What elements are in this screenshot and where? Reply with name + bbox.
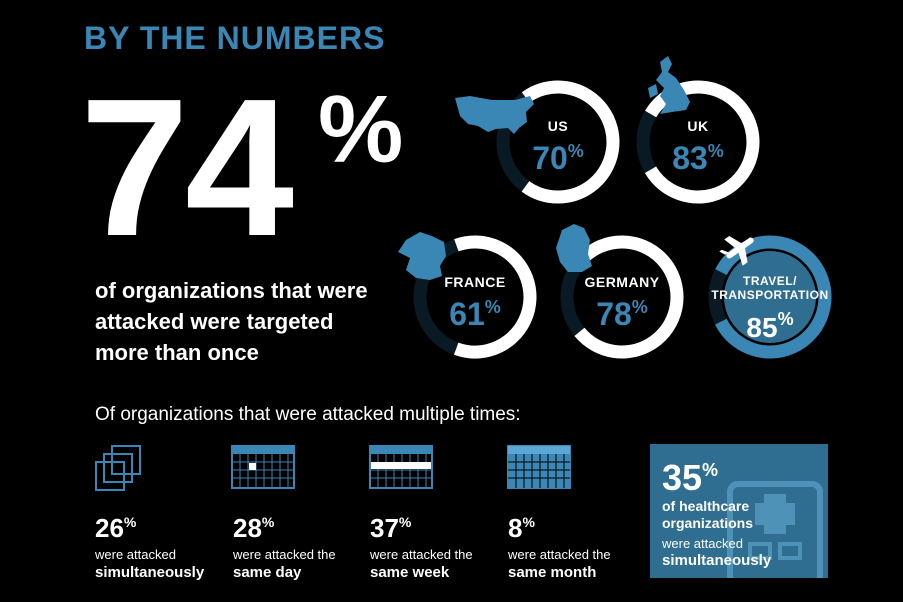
stat-value-unit: % xyxy=(522,514,535,530)
region-france: FRANCE 61% xyxy=(425,274,525,331)
region-label-line: TRAVEL/ xyxy=(743,274,797,288)
stat-value-unit: % xyxy=(398,514,412,530)
calendar-day-icon xyxy=(231,445,295,489)
stat-line2: simultaneously xyxy=(95,564,205,581)
healthcare-line: organizations xyxy=(662,515,754,531)
main-stat-caption-line: of organizations that were xyxy=(95,278,368,303)
region-value: 83% xyxy=(648,134,748,175)
stat-item: 8% were attacked the same month xyxy=(508,508,638,583)
stat-value: 26% xyxy=(95,508,225,542)
region-value-number: 83 xyxy=(672,140,708,176)
ring-fill-france xyxy=(413,235,537,359)
page-title: BY THE NUMBERS xyxy=(84,20,386,56)
region-label: FRANCE xyxy=(444,274,506,290)
stat-line2: same month xyxy=(508,564,597,581)
stat-value: 8% xyxy=(508,508,638,542)
region-value-number: 85 xyxy=(746,312,778,343)
usa-map-icon xyxy=(455,96,534,134)
region-value-number: 61 xyxy=(449,296,485,332)
stat-value-unit: % xyxy=(123,514,137,530)
germany-map-icon xyxy=(556,224,592,272)
region-value-number: 70 xyxy=(532,140,568,176)
stat-value-number: 26 xyxy=(95,513,124,543)
airplane-icon xyxy=(719,236,754,266)
region-value: 61% xyxy=(425,290,525,331)
overlapping-squares-icon xyxy=(95,445,141,491)
stat-value: 28% xyxy=(233,508,363,542)
healthcare-line: were attacked xyxy=(662,536,743,551)
stat-value-number: 8 xyxy=(508,513,523,543)
healthcare-panel: 35% of healthcare organizations were att… xyxy=(650,444,828,578)
calendar-week-icon xyxy=(369,445,433,489)
stat-line1: were attacked xyxy=(95,547,176,562)
stat-line1: were attacked the xyxy=(233,547,336,562)
region-value-unit: % xyxy=(484,297,501,317)
healthcare-line: simultaneously xyxy=(662,552,772,569)
calendar-month-icon xyxy=(507,445,571,489)
ring-fill-uk xyxy=(636,80,760,204)
stat-value-number: 28 xyxy=(233,513,262,543)
region-label: UK xyxy=(687,118,709,134)
stat-line1: were attacked the xyxy=(370,547,473,562)
region-label: US xyxy=(547,118,569,134)
region-value-unit: % xyxy=(631,297,648,317)
region-travel: TRAVEL/ TRANSPORTATION 85% xyxy=(710,274,830,345)
region-value-unit: % xyxy=(777,309,794,329)
region-germany: GERMANY 78% xyxy=(572,274,672,331)
stat-line2: same week xyxy=(370,564,450,581)
stat-item: 37% were attacked the same week xyxy=(370,508,500,583)
region-value-number: 78 xyxy=(596,296,632,332)
region-us: US 70% xyxy=(508,118,608,175)
healthcare-value-unit: % xyxy=(702,460,719,480)
healthcare-value: 35% xyxy=(662,450,822,498)
hospital-icon xyxy=(727,481,823,578)
main-stat-caption-line: attacked were targeted xyxy=(95,309,334,334)
multi-attack-title: Of organizations that were attacked mult… xyxy=(95,404,521,425)
main-stat-unit: % xyxy=(318,76,404,183)
region-value: 70% xyxy=(508,134,608,175)
region-value-unit: % xyxy=(567,141,584,161)
main-stat-value: 74 xyxy=(80,58,294,277)
healthcare-value-number: 35 xyxy=(662,457,703,498)
region-value: 78% xyxy=(572,290,672,331)
region-value-unit: % xyxy=(707,141,724,161)
stat-value: 37% xyxy=(370,508,500,542)
healthcare-text: 35% of healthcare organizations were att… xyxy=(662,450,822,570)
france-map-icon xyxy=(398,232,446,280)
stat-value-number: 37 xyxy=(370,513,399,543)
stat-item: 28% were attacked the same day xyxy=(233,508,363,583)
region-label: GERMANY xyxy=(584,274,660,290)
uk-map-icon xyxy=(648,56,690,114)
region-label-line: TRANSPORTATION xyxy=(711,288,829,302)
stat-line2: same day xyxy=(233,564,302,581)
main-stat-caption-line: more than once xyxy=(95,340,259,365)
region-uk: UK 83% xyxy=(648,118,748,175)
healthcare-line: of healthcare xyxy=(662,498,750,514)
region-value: 85% xyxy=(710,302,830,345)
ring-fill-travel xyxy=(708,235,832,359)
stat-line1: were attacked the xyxy=(508,547,611,562)
main-stat-caption: of organizations that were attacked were… xyxy=(95,275,415,368)
stat-item: 26% were attacked simultaneously xyxy=(95,508,225,583)
stat-value-unit: % xyxy=(261,514,275,530)
ring-center-travel xyxy=(724,251,816,343)
